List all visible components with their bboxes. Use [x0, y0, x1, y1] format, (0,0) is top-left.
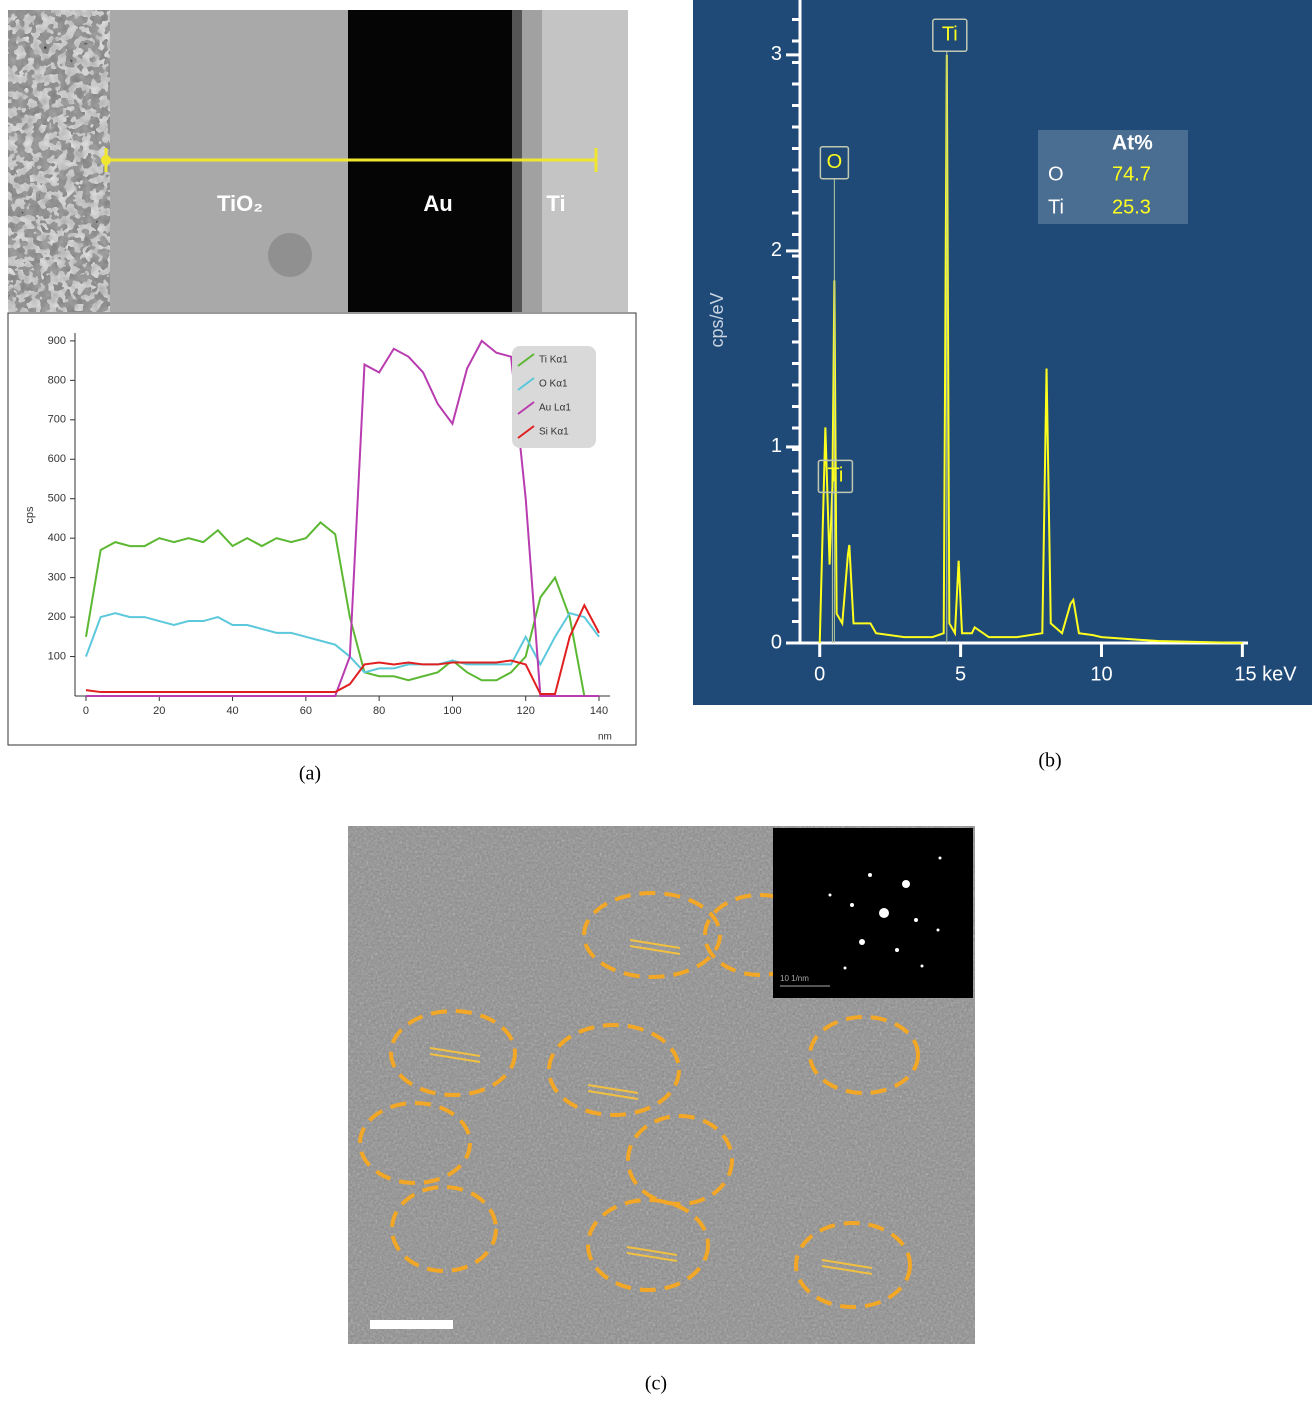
y-tick-label: 2 — [771, 239, 782, 261]
y-axis-label: cps — [24, 506, 36, 524]
x-tick-label: 0 — [814, 663, 825, 685]
legend: Ti Kα1 O Kα1 Au Lα1 Si Kα1 — [512, 346, 596, 448]
x-axis-label: nm — [598, 732, 612, 743]
y-tick-label: 400 — [48, 532, 66, 544]
y-tick-label: 900 — [48, 335, 66, 347]
table-header: At% — [1112, 132, 1153, 155]
x-tick-label: 100 — [443, 705, 461, 717]
panel-label: (b) — [1038, 750, 1061, 772]
x-tick-label: 20 — [153, 705, 165, 717]
table-element: O — [1048, 163, 1064, 185]
x-tick-label: 10 — [1090, 663, 1112, 685]
x-tick-label: 60 — [300, 705, 312, 717]
scan-start — [101, 155, 111, 165]
table-value: 25.3 — [1112, 196, 1151, 218]
layer-label: TiO₂ — [217, 191, 263, 216]
diffraction-inset — [773, 828, 973, 998]
y-tick-label: 200 — [48, 611, 66, 623]
layer-label: Au — [423, 191, 452, 216]
dark-spot — [268, 233, 312, 277]
y-tick-label: 3 — [771, 43, 782, 65]
legend-label: Au Lα1 — [539, 403, 571, 414]
annotation-label: Ti — [942, 24, 958, 46]
y-tick-label: 0 — [771, 631, 782, 653]
y-tick-label: 100 — [48, 650, 66, 662]
legend-label: Si Kα1 — [539, 427, 569, 438]
figure: TiO₂ Au Ti — [0, 0, 1312, 1399]
scale-bar — [370, 1320, 453, 1329]
annotation-label: Ti — [827, 465, 843, 487]
panel-label: (a) — [299, 763, 321, 785]
x-tick-label: 15 keV — [1234, 663, 1297, 685]
inset-scale-label: 10 1/nm — [780, 974, 809, 983]
y-tick-label: 300 — [48, 572, 66, 584]
substrate-region — [8, 10, 110, 312]
spectrum-background — [693, 0, 1312, 705]
layer-label: Ti — [546, 191, 565, 216]
legend-label: O Kα1 — [539, 379, 568, 390]
legend-label: Ti Kα1 — [539, 355, 568, 366]
annotation-label: O — [827, 151, 843, 173]
y-tick-label: 800 — [48, 374, 66, 386]
y-axis-label: cps/eV — [707, 292, 727, 347]
y-tick-label: 600 — [48, 453, 66, 465]
tem-image: TiO₂ Au Ti — [8, 10, 628, 312]
x-tick-label: 140 — [590, 705, 608, 717]
x-tick-label: 0 — [83, 705, 89, 717]
hrtem-image: 10 1/nm — [348, 826, 975, 1344]
x-tick-label: 120 — [517, 705, 535, 717]
panel-label: (c) — [645, 1373, 667, 1395]
x-tick-label: 5 — [955, 663, 966, 685]
y-tick-label: 500 — [48, 493, 66, 505]
y-tick-label: 1 — [771, 435, 782, 457]
table-value: 74.7 — [1112, 163, 1151, 185]
table-element: Ti — [1048, 196, 1064, 218]
y-tick-label: 700 — [48, 414, 66, 426]
x-tick-label: 80 — [373, 705, 385, 717]
x-tick-label: 40 — [226, 705, 238, 717]
